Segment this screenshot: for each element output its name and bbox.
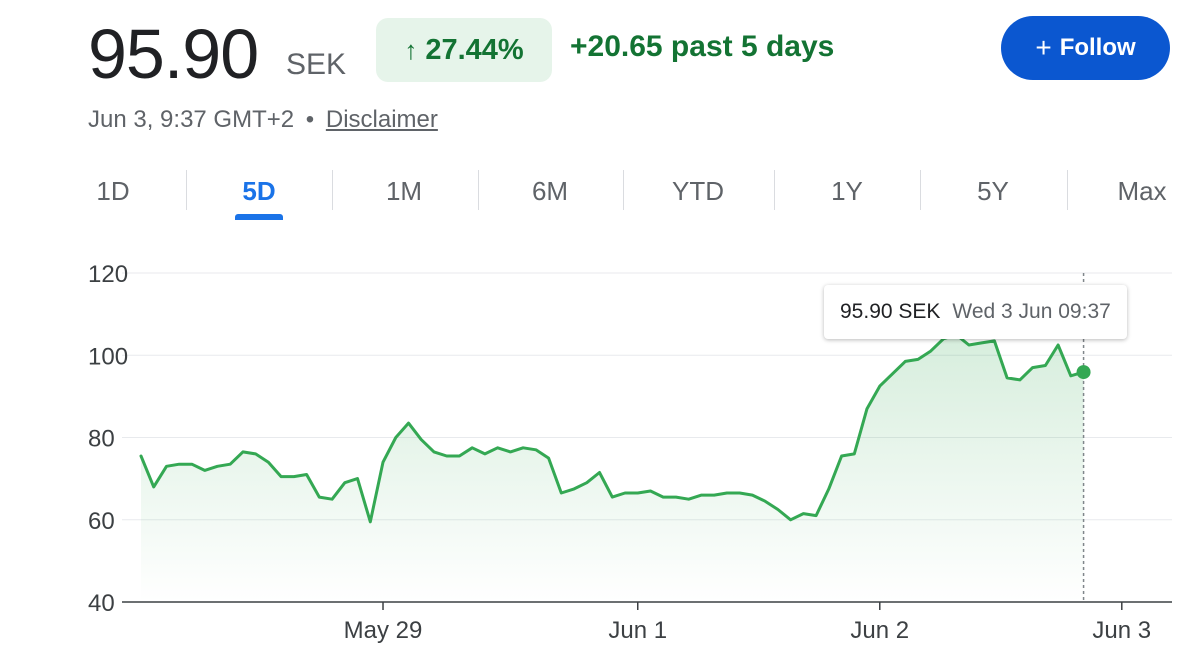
tab-1d[interactable]: 1D bbox=[63, 166, 163, 216]
current-price: 95.90 bbox=[88, 15, 259, 93]
price-tooltip: 95.90 SEK Wed 3 Jun 09:37 bbox=[824, 285, 1127, 339]
tab-divider bbox=[774, 170, 775, 210]
absolute-change: +20.65 past 5 days bbox=[570, 30, 835, 63]
price-line bbox=[139, 333, 1086, 524]
x-tick-label: Jun 2 bbox=[850, 617, 909, 644]
tab-label: 5D bbox=[242, 175, 276, 206]
tooltip-time: Wed 3 Jun 09:37 bbox=[952, 300, 1111, 323]
range-tabs: 1D 5D 1M 6M YTD 1Y 5Y Max bbox=[90, 166, 1180, 222]
quote-header: 95.90 SEK ↑ 27.44% +20.65 past 5 days + … bbox=[88, 12, 1178, 152]
tab-5d[interactable]: 5D bbox=[209, 166, 309, 220]
tab-label: Max bbox=[1117, 175, 1167, 206]
tab-max[interactable]: Max bbox=[1092, 166, 1192, 216]
separator-dot: • bbox=[305, 106, 315, 133]
current-price-point bbox=[1076, 365, 1091, 380]
x-tick-label: Jun 1 bbox=[608, 617, 667, 644]
tab-label: 1D bbox=[96, 175, 130, 206]
plus-icon: + bbox=[1035, 32, 1052, 63]
tab-divider bbox=[623, 170, 624, 210]
tab-1m[interactable]: 1M bbox=[354, 166, 454, 216]
tab-divider bbox=[478, 170, 479, 210]
tab-label: YTD bbox=[672, 175, 724, 206]
tab-label: 1Y bbox=[831, 175, 863, 206]
percent-change-value: 27.44% bbox=[425, 33, 524, 66]
active-tab-indicator bbox=[235, 214, 283, 220]
price-area-fill bbox=[141, 334, 1084, 602]
tab-label: 1M bbox=[385, 175, 423, 206]
currency-code: SEK bbox=[286, 48, 347, 81]
tab-divider bbox=[332, 170, 333, 210]
quote-timestamp-line: Jun 3, 9:37 GMT+2 • Disclaimer bbox=[88, 106, 438, 134]
arrow-up-icon: ↑ bbox=[404, 34, 418, 65]
tab-divider bbox=[920, 170, 921, 210]
follow-button[interactable]: + Follow bbox=[1001, 16, 1170, 80]
x-tick-label: May 29 bbox=[344, 617, 423, 644]
follow-label: Follow bbox=[1059, 34, 1136, 61]
tab-divider bbox=[1067, 170, 1068, 210]
tab-5y[interactable]: 5Y bbox=[943, 166, 1043, 216]
x-tick-label: Jun 3 bbox=[1092, 617, 1151, 644]
percent-change-badge: ↑ 27.44% bbox=[376, 18, 552, 82]
y-tick-label: 40 bbox=[88, 590, 115, 617]
tooltip-value: 95.90 SEK bbox=[840, 300, 941, 323]
tab-6m[interactable]: 6M bbox=[500, 166, 600, 216]
y-tick-label: 80 bbox=[88, 426, 115, 453]
disclaimer-link[interactable]: Disclaimer bbox=[325, 106, 438, 133]
y-tick-label: 100 bbox=[88, 343, 128, 370]
y-tick-label: 60 bbox=[88, 508, 115, 535]
tab-divider bbox=[186, 170, 187, 210]
tab-ytd[interactable]: YTD bbox=[648, 166, 748, 216]
y-tick-label: 120 bbox=[88, 261, 128, 288]
tab-label: 6M bbox=[531, 175, 569, 206]
tab-label: 5Y bbox=[977, 175, 1009, 206]
quote-timestamp: Jun 3, 9:37 GMT+2 bbox=[88, 106, 295, 133]
tab-1y[interactable]: 1Y bbox=[797, 166, 897, 216]
